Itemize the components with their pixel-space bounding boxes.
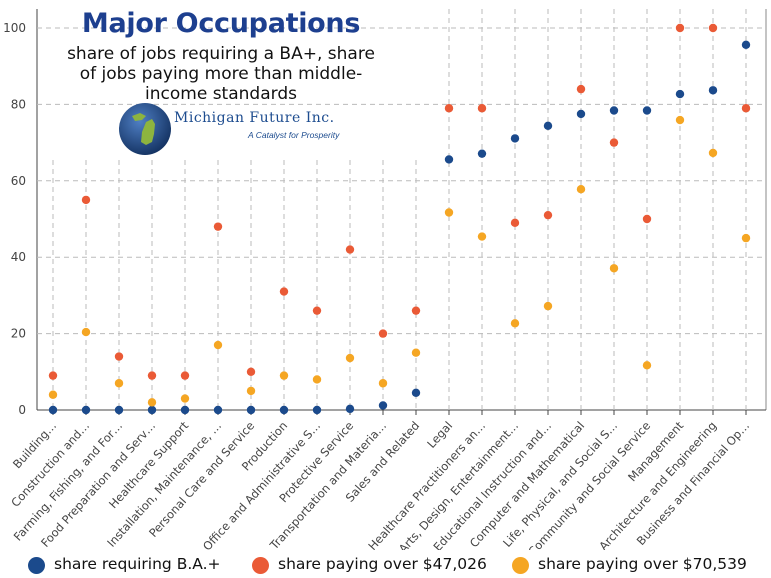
series-0 (48, 40, 751, 415)
data-point (378, 379, 388, 388)
data-point (543, 121, 553, 130)
data-point (642, 106, 652, 115)
data-point (48, 390, 58, 399)
data-point (279, 405, 289, 415)
data-point (345, 404, 355, 414)
data-point (477, 104, 487, 113)
data-point (378, 329, 388, 338)
data-point (246, 367, 256, 376)
data-point (675, 115, 685, 125)
legend-label-70539: share paying over $70,539 (538, 555, 747, 573)
data-point (246, 405, 256, 415)
data-point (48, 371, 58, 380)
data-point (147, 398, 157, 407)
data-point (708, 86, 718, 95)
title-block: Major Occupations share of jobs requirin… (62, 8, 380, 104)
data-point (477, 232, 487, 241)
logo-name: Michigan Future Inc. (174, 110, 335, 126)
data-point (609, 106, 619, 115)
michigan-map-globe-icon (119, 103, 171, 155)
y-tick-label: 100 (3, 21, 26, 35)
data-point (279, 371, 289, 380)
data-point (510, 134, 520, 143)
data-point (147, 405, 157, 415)
data-point (609, 138, 619, 147)
data-point (411, 306, 421, 315)
data-point (114, 379, 124, 388)
legend-marker-47026 (252, 557, 269, 574)
data-point (741, 104, 751, 113)
data-point (741, 40, 751, 50)
data-point (213, 405, 223, 415)
y-tick-label: 0 (18, 403, 26, 417)
y-tick-label: 20 (11, 327, 26, 341)
data-point (345, 353, 355, 363)
data-point (114, 405, 124, 415)
legend-marker-70539 (512, 557, 529, 574)
data-point (741, 233, 751, 243)
data-points (48, 23, 751, 415)
data-point (510, 218, 520, 228)
data-point (180, 405, 190, 415)
y-tick-label: 80 (11, 97, 26, 111)
data-point (675, 23, 685, 33)
data-point (312, 375, 322, 384)
data-point (312, 306, 322, 315)
legend: share requiring B.A.+ share paying over … (0, 550, 771, 578)
data-point (81, 405, 91, 415)
data-point (213, 340, 223, 350)
data-point (708, 148, 718, 158)
data-point (279, 287, 289, 296)
data-point (48, 405, 58, 415)
data-point (576, 185, 586, 194)
x-tick-label: Legal (424, 419, 455, 451)
data-point (114, 352, 124, 361)
data-point (609, 264, 619, 273)
data-point (81, 327, 91, 337)
chart-subtitle: share of jobs requiring a BA+, share of … (67, 44, 375, 104)
data-point (642, 214, 652, 224)
data-point (444, 155, 454, 164)
data-point (312, 405, 322, 415)
y-tick-labels: 0 20 40 60 80 100 (3, 21, 26, 417)
series-1 (48, 23, 751, 380)
data-point (576, 109, 586, 119)
y-tick-label: 60 (11, 174, 26, 188)
data-point (543, 301, 553, 311)
data-point (378, 401, 388, 410)
chart: 0 20 40 60 80 100 Building…Construction and…F… (3, 9, 767, 550)
data-point (444, 208, 454, 217)
data-point (444, 104, 454, 113)
data-point (675, 89, 685, 99)
y-tick-label: 40 (11, 250, 26, 264)
x-tick-labels: Building…Construction and…Farming, Fishi… (8, 418, 752, 550)
data-point (543, 210, 553, 220)
data-point (642, 361, 652, 370)
data-point (81, 195, 91, 205)
data-point (411, 348, 421, 357)
data-point (246, 386, 256, 396)
data-point (510, 319, 520, 328)
legend-label-47026: share paying over $47,026 (278, 555, 487, 573)
legend-label-ba: share requiring B.A.+ (54, 555, 221, 573)
data-point (477, 149, 487, 158)
chart-title: Major Occupations (81, 8, 361, 39)
series-2 (48, 115, 751, 407)
logo: Michigan Future Inc. A Catalyst for Pros… (118, 100, 358, 158)
data-point (147, 371, 157, 380)
logo-tagline: A Catalyst for Prosperity (248, 130, 340, 140)
data-point (345, 245, 355, 254)
legend-marker-ba (28, 557, 45, 574)
data-point (411, 388, 421, 398)
data-point (708, 23, 718, 33)
data-point (213, 222, 223, 231)
data-point (180, 371, 190, 380)
data-point (576, 84, 586, 94)
data-point (180, 394, 190, 403)
